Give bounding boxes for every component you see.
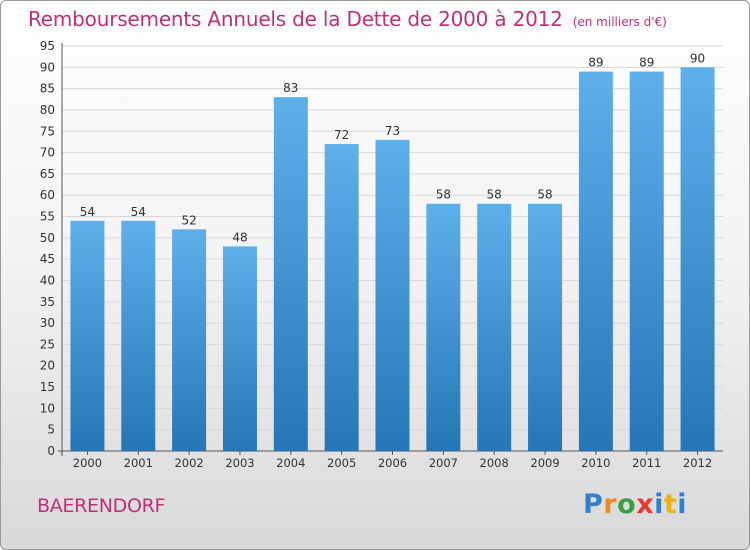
y-tick-label: 30 [40, 316, 55, 330]
bar [680, 67, 715, 451]
x-tick-label: 2001 [124, 456, 153, 470]
logo-letter: P [583, 489, 604, 520]
y-tick-label: 45 [40, 252, 55, 266]
logo-letter: i [654, 489, 664, 520]
y-tick-label: 75 [40, 124, 55, 138]
data-label: 58 [436, 188, 451, 202]
y-tick-label: 0 [47, 444, 55, 458]
bar [375, 139, 410, 451]
bar [426, 203, 461, 451]
y-tick-label: 70 [40, 146, 55, 160]
data-label: 54 [80, 205, 95, 219]
logo-letter: i [677, 489, 688, 520]
y-tick-label: 65 [40, 167, 55, 181]
x-tick-label: 2010 [581, 456, 610, 470]
unit-label: (en milliers d'€) [572, 15, 667, 29]
bar [172, 229, 207, 451]
y-tick-label: 10 [40, 401, 55, 415]
y-tick-label: 40 [40, 273, 55, 287]
x-tick-label: 2011 [632, 456, 661, 470]
bar [477, 203, 512, 451]
data-label: 58 [537, 188, 552, 202]
y-tick-label: 80 [40, 103, 55, 117]
data-label: 83 [283, 81, 298, 95]
y-tick-label: 50 [40, 231, 55, 245]
x-tick-label: 2006 [378, 456, 407, 470]
y-tick-label: 25 [40, 337, 55, 351]
x-tick-label: 2009 [530, 456, 559, 470]
x-tick-label: 2002 [174, 456, 203, 470]
x-tick-label: 2012 [683, 456, 712, 470]
title-row: Remboursements Annuels de la Dette de 20… [28, 7, 667, 31]
y-tick-label: 20 [40, 359, 55, 373]
bar [528, 203, 563, 451]
x-tick-label: 2004 [276, 456, 305, 470]
y-tick-label: 60 [40, 188, 55, 202]
data-label: 89 [639, 56, 654, 70]
bar [629, 71, 664, 451]
bar [121, 220, 156, 451]
x-tick-label: 2005 [327, 456, 356, 470]
data-label: 73 [385, 124, 400, 138]
y-tick-label: 55 [40, 210, 55, 224]
logo-letter: t [663, 489, 678, 520]
y-tick-label: 90 [40, 60, 55, 74]
data-label: 48 [232, 230, 247, 244]
bar [70, 220, 105, 451]
y-tick-label: 95 [40, 39, 55, 53]
data-label: 89 [588, 56, 603, 70]
x-tick-label: 2008 [480, 456, 509, 470]
bar [222, 246, 257, 451]
place-name: BAERENDORF [37, 495, 166, 517]
logo-letter: o [617, 489, 637, 520]
data-label: 72 [334, 128, 349, 142]
y-tick-label: 35 [40, 295, 55, 309]
data-label: 52 [181, 213, 196, 227]
bar [578, 71, 613, 451]
x-tick-label: 2003 [225, 456, 254, 470]
chart-title: Remboursements Annuels de la Dette de 20… [28, 7, 563, 31]
x-tick-label: 2007 [429, 456, 458, 470]
proxiti-logo: Proxiti [583, 489, 687, 520]
data-label: 58 [487, 188, 502, 202]
y-tick-label: 5 [47, 423, 55, 437]
logo-letter: x [636, 489, 655, 520]
y-tick-label: 15 [40, 380, 55, 394]
bar [273, 97, 308, 451]
logo-letter: r [603, 489, 618, 520]
y-tick-label: 85 [40, 82, 55, 96]
x-tick-label: 2000 [73, 456, 102, 470]
bar [324, 144, 359, 452]
data-label: 90 [690, 51, 705, 65]
data-label: 54 [131, 205, 146, 219]
